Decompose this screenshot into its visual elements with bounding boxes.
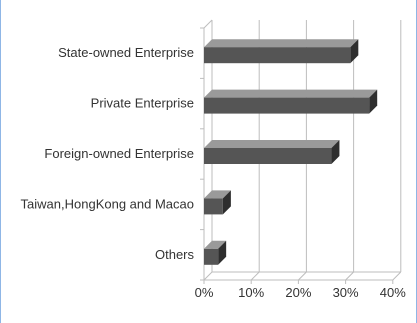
bar-top-face: [204, 140, 340, 148]
tick-label-layer: 0% 10% 20% 30% 40%: [195, 285, 407, 300]
floor-gridline: [250, 271, 260, 281]
bar: [204, 240, 227, 265]
category-label-layer: State-owned Enterprise Private Enterprise…: [21, 45, 195, 262]
category-label: Private Enterprise: [91, 96, 194, 111]
bar-side-face: [218, 240, 227, 265]
bar-front-face: [204, 47, 351, 64]
x-tick-label: 20%: [285, 285, 311, 300]
bar-side-face: [222, 190, 231, 215]
bar-front-face: [204, 148, 332, 164]
bar-front-face: [204, 97, 370, 114]
bar-top-face: [204, 39, 359, 48]
category-label: Foreign-owned Enterprise: [44, 146, 194, 161]
bar-side-face: [369, 89, 378, 114]
bar: [204, 39, 359, 64]
bar: [204, 89, 378, 114]
bar: [204, 190, 231, 215]
bar-side-face: [331, 140, 340, 164]
bar-top-face: [204, 89, 378, 98]
wall-top-edge: [203, 19, 213, 29]
bar-front-face: [204, 198, 223, 215]
bar-top-face: [204, 190, 231, 199]
floor-gridline: [392, 271, 402, 281]
category-label: State-owned Enterprise: [58, 45, 194, 60]
category-label: Taiwan,HongKong and Macao: [21, 196, 194, 211]
x-tick-label: 30%: [333, 285, 359, 300]
floor-gridline: [345, 271, 354, 281]
x-tick-label: 10%: [238, 285, 264, 300]
bar: [204, 140, 340, 164]
bar-top-face: [204, 240, 227, 249]
floor-gridline: [298, 271, 307, 281]
bar-layer: [204, 39, 378, 265]
x-tick-label: 0%: [195, 285, 214, 300]
bar-front-face: [204, 248, 219, 265]
x-tick-label: 40%: [380, 285, 406, 300]
category-label: Others: [155, 247, 195, 262]
bar-side-face: [350, 39, 359, 64]
floor-gridline: [203, 271, 213, 281]
